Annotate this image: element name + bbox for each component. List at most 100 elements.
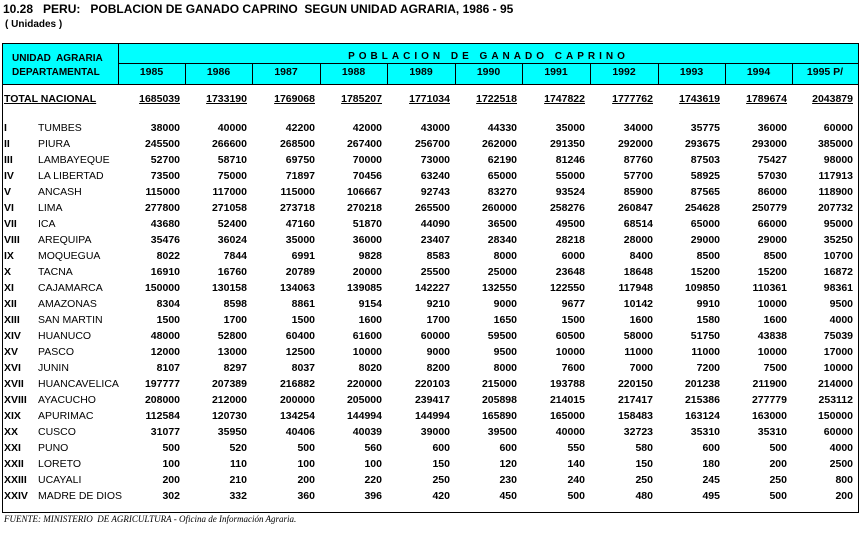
column-header: 1995 P/: [806, 66, 844, 78]
cell-value: 1600: [629, 314, 653, 326]
cell-value: 36000: [757, 122, 787, 134]
cell-value: 215000: [481, 378, 517, 390]
cell-value: 68514: [623, 218, 653, 230]
cell-value: 35775: [690, 122, 720, 134]
row-code: XXII: [4, 458, 24, 470]
cell-value: 8107: [156, 362, 180, 374]
cell-value: 57030: [757, 170, 787, 182]
row-name: LORETO: [38, 458, 81, 470]
header-divider: [522, 64, 523, 85]
cell-value: 15200: [757, 266, 787, 278]
cell-value: 500: [297, 442, 315, 454]
row-code: XXI: [4, 442, 21, 454]
cell-value: 144994: [346, 410, 382, 422]
cell-value: 273718: [279, 202, 315, 214]
cell-value: 201238: [684, 378, 720, 390]
header-band: [3, 44, 858, 85]
cell-value: 600: [702, 442, 720, 454]
cell-value: 66000: [757, 218, 787, 230]
cell-value: 10142: [623, 298, 653, 310]
cell-value: 271058: [211, 202, 247, 214]
cell-value: 60500: [555, 330, 585, 342]
cell-value: 35310: [690, 426, 720, 438]
cell-value: 144994: [414, 410, 450, 422]
cell-value: 140: [567, 458, 585, 470]
cell-value: 42000: [352, 122, 382, 134]
column-header: 1988: [341, 66, 366, 78]
row-code: XIV: [4, 330, 21, 342]
cell-value: 110: [230, 458, 247, 470]
cell-value: 44090: [420, 218, 450, 230]
cell-value: 258276: [549, 202, 585, 214]
cell-value: 1700: [426, 314, 450, 326]
cell-value: 600: [432, 442, 450, 454]
cell-value: 2043879: [812, 93, 853, 105]
cell-value: 207732: [817, 202, 853, 214]
row-code: X: [4, 266, 12, 278]
cell-value: 1600: [358, 314, 382, 326]
cell-value: 35476: [150, 234, 180, 246]
row-code: XII: [4, 298, 17, 310]
cell-value: 117000: [212, 186, 247, 198]
cell-value: 250779: [751, 202, 787, 214]
cell-value: 200: [835, 490, 853, 502]
row-name: SAN MARTIN: [38, 314, 103, 326]
cell-value: 214000: [817, 378, 853, 390]
cell-value: 118900: [818, 186, 853, 198]
row-name: ICA: [38, 218, 56, 230]
header-divider: [387, 64, 388, 85]
cell-value: 42200: [285, 122, 315, 134]
cell-value: 560: [364, 442, 382, 454]
cell-value: 550: [567, 442, 585, 454]
row-code: XV: [4, 346, 19, 358]
row-name: PIURA: [38, 138, 71, 150]
cell-value: 150: [635, 458, 653, 470]
cell-value: 52400: [217, 218, 247, 230]
cell-value: 35000: [555, 122, 585, 134]
header-divider: [590, 64, 591, 85]
cell-value: 200: [297, 474, 315, 486]
row-code: VII: [4, 218, 17, 230]
cell-value: 200: [769, 458, 787, 470]
row-code: VIII: [4, 234, 20, 246]
cell-value: 450: [499, 490, 517, 502]
cell-value: 256700: [414, 138, 450, 150]
cell-value: 43680: [150, 218, 180, 230]
cell-value: 8037: [291, 362, 315, 374]
cell-value: 1743619: [679, 93, 720, 105]
cell-value: 8400: [629, 250, 653, 262]
row-name: AREQUIPA: [38, 234, 92, 246]
corner-label: DEPARTAMENTAL: [12, 67, 100, 78]
row-code: XIX: [4, 410, 21, 422]
cell-value: 87565: [690, 186, 720, 198]
cell-value: 500: [567, 490, 585, 502]
cell-value: 1722518: [476, 93, 517, 105]
corner-label: UNIDAD AGRARIA: [12, 53, 103, 64]
cell-value: 9500: [493, 346, 517, 358]
cell-value: 20789: [285, 266, 315, 278]
cell-value: 268500: [279, 138, 315, 150]
cell-value: 39500: [487, 426, 517, 438]
cell-value: 134254: [279, 410, 315, 422]
row-name: UCAYALI: [38, 474, 82, 486]
cell-value: 8500: [763, 250, 787, 262]
row-name: LIMA: [38, 202, 63, 214]
table-frame: [2, 43, 859, 513]
cell-value: 44330: [487, 122, 517, 134]
cell-value: 58000: [623, 330, 653, 342]
cell-value: 58710: [217, 154, 247, 166]
cell-value: 36024: [217, 234, 247, 246]
cell-value: 1650: [493, 314, 517, 326]
row-name: PASCO: [38, 346, 74, 358]
cell-value: 254628: [684, 202, 720, 214]
cell-value: 95000: [823, 218, 853, 230]
cell-value: 12500: [285, 346, 315, 358]
cell-value: 20000: [352, 266, 382, 278]
cell-value: 6991: [291, 250, 315, 262]
cell-value: 43000: [420, 122, 450, 134]
cell-value: 302: [162, 490, 180, 502]
column-header: 1994: [746, 66, 771, 78]
cell-value: 38000: [150, 122, 180, 134]
cell-value: 52800: [217, 330, 247, 342]
